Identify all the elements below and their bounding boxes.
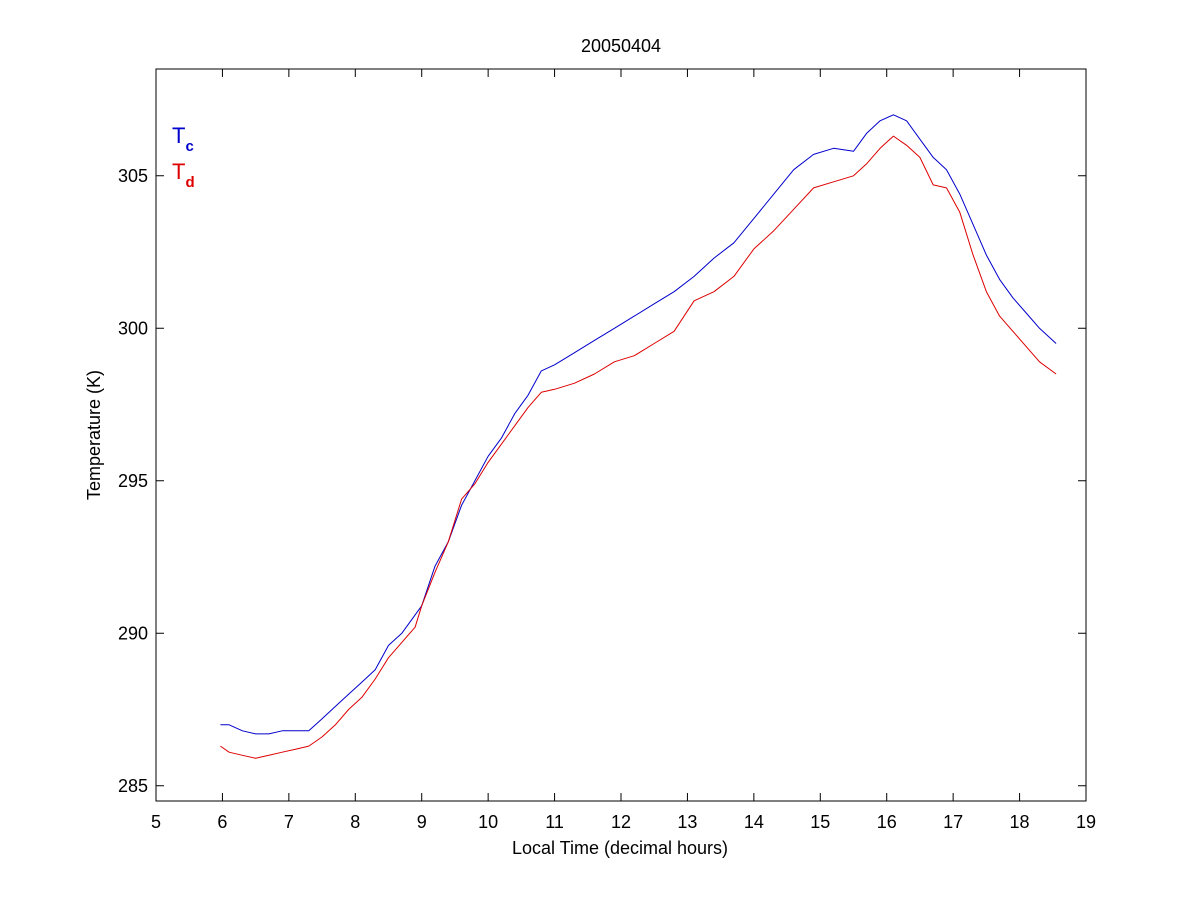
y-axis-label: Temperature (K) xyxy=(84,370,104,500)
x-tick-label: 19 xyxy=(1076,812,1096,832)
x-tick-label: 9 xyxy=(417,812,427,832)
x-tick-label: 15 xyxy=(810,812,830,832)
x-tick-label: 5 xyxy=(151,812,161,832)
y-tick-label: 305 xyxy=(118,166,148,186)
x-axis: 5 6 7 8 9 10 11 12 13 14 15 16 17 18 19 xyxy=(151,69,1096,832)
x-tick-label: 8 xyxy=(350,812,360,832)
x-tick-label: 13 xyxy=(677,812,697,832)
legend-entry-Td: Td xyxy=(172,159,195,191)
x-tick-label: 10 xyxy=(478,812,498,832)
legend-entry-Tc: Tc xyxy=(172,123,194,155)
plot-area xyxy=(155,68,1087,802)
y-tick-label: 285 xyxy=(118,776,148,796)
legend-label-main: T xyxy=(172,159,185,184)
y-tick-label: 295 xyxy=(118,471,148,491)
series-group xyxy=(220,114,1057,759)
x-tick-label: 7 xyxy=(284,812,294,832)
x-tick-label: 6 xyxy=(217,812,227,832)
legend-label-sub: c xyxy=(185,138,193,155)
x-tick-label: 11 xyxy=(545,812,564,832)
y-axis: 285 290 295 300 305 xyxy=(118,166,1086,796)
x-tick-label: 12 xyxy=(611,812,631,832)
series-line-Tc xyxy=(220,114,1057,735)
x-tick-label: 16 xyxy=(877,812,897,832)
axes-frame xyxy=(155,68,1087,802)
x-tick-label: 18 xyxy=(1010,812,1030,832)
x-axis-label: Local Time (decimal hours) xyxy=(512,838,728,858)
x-tick-label: 17 xyxy=(943,812,963,832)
legend-label-main: T xyxy=(172,123,185,148)
x-tick-label: 14 xyxy=(744,812,764,832)
y-tick-label: 300 xyxy=(118,318,148,338)
series-line-Td xyxy=(220,135,1057,759)
legend-label-sub: d xyxy=(185,174,194,191)
y-tick-label: 290 xyxy=(118,623,148,643)
chart-title: 20050404 xyxy=(581,36,661,56)
